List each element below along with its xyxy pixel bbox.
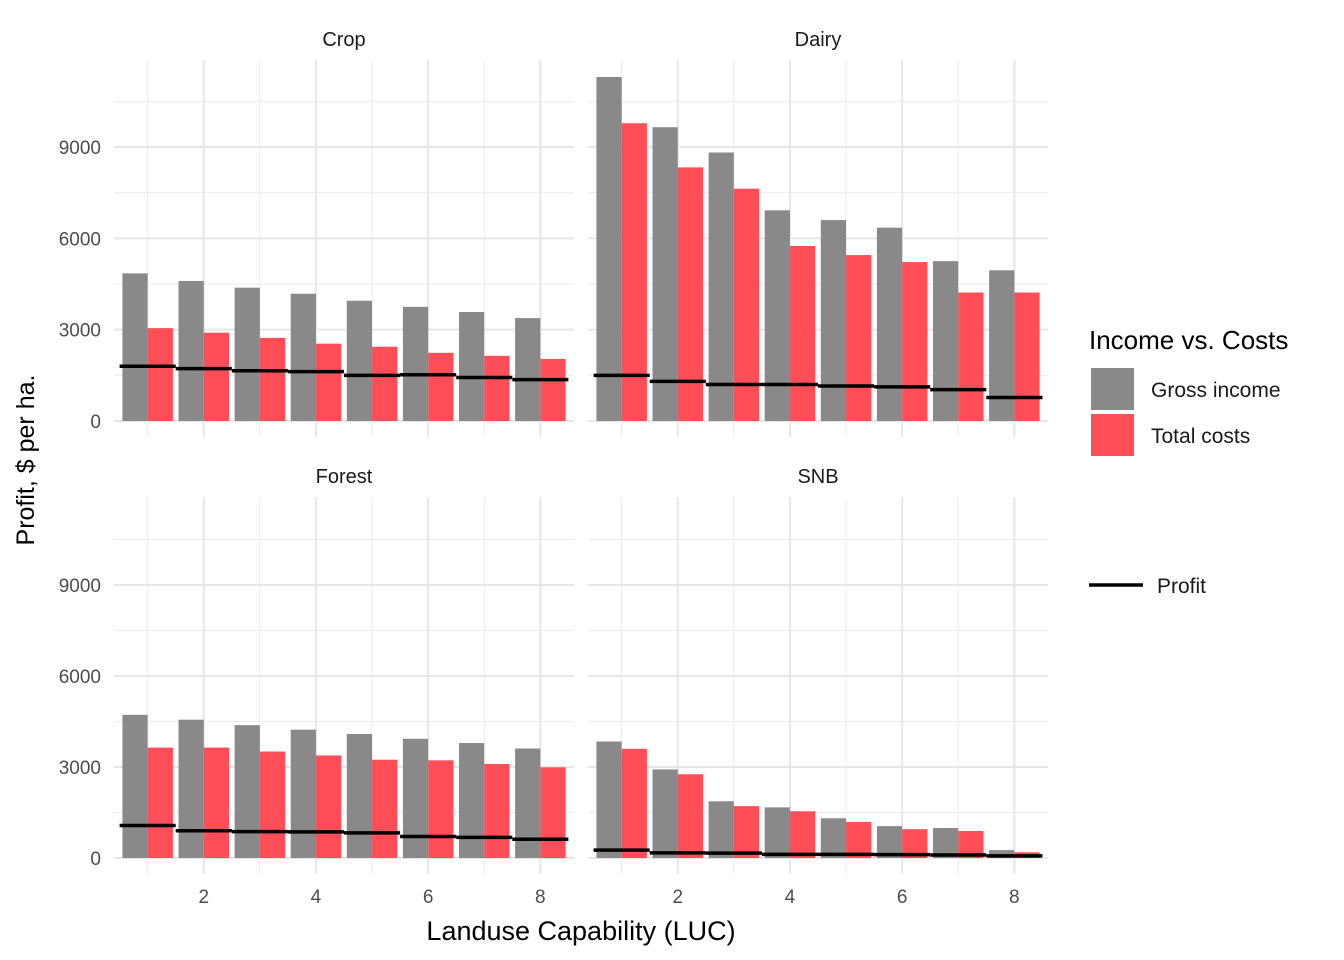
panel-title: Dairy <box>795 29 842 51</box>
y-tick-label: 0 <box>90 849 101 870</box>
bar-total-costs <box>203 332 229 421</box>
legend-label-total-costs: Total costs <box>1151 425 1250 448</box>
bar-gross-income <box>346 733 373 858</box>
bar-total-costs <box>484 763 510 858</box>
bar-gross-income <box>402 306 429 421</box>
bar-gross-income <box>122 273 148 421</box>
bar-gross-income <box>933 827 959 858</box>
bar-total-costs <box>428 352 454 421</box>
legend-label-profit: Profit <box>1157 575 1206 598</box>
bar-gross-income <box>764 210 790 421</box>
y-tick-label: 6000 <box>59 229 101 250</box>
y-tick-label: 0 <box>90 412 101 433</box>
panel-crop: Crop 0 3000 6000 9000 <box>59 29 574 437</box>
bar-gross-income <box>820 818 847 858</box>
bar-total-costs <box>259 337 286 421</box>
legend-swatch-total-costs <box>1091 414 1134 456</box>
bar-total-costs <box>372 346 398 421</box>
y-axis-title: Profit, $ per ha. <box>12 375 40 546</box>
y-tick-label: 9000 <box>59 576 101 597</box>
x-tick-label: 4 <box>785 887 796 908</box>
legend: Income vs. Costs Gross income Total cost… <box>1089 325 1288 598</box>
x-axis-title: Landuse Capability (LUC) <box>426 916 735 946</box>
y-tick-label: 3000 <box>59 321 101 342</box>
y-tick-label: 6000 <box>59 667 101 688</box>
y-tick-label: 9000 <box>59 138 101 159</box>
panel-title: SNB <box>797 466 838 488</box>
bar-total-costs <box>315 343 342 421</box>
x-tick-label: 4 <box>311 887 322 908</box>
panel-title: Crop <box>322 29 365 51</box>
x-tick-label: 6 <box>897 887 908 908</box>
bar-total-costs <box>372 759 398 858</box>
bar-total-costs <box>621 123 647 422</box>
legend-fill-title: Income vs. Costs <box>1089 325 1288 355</box>
bar-total-costs <box>733 188 760 421</box>
bar-total-costs <box>733 806 760 858</box>
bar-gross-income <box>122 714 148 858</box>
bar-total-costs <box>259 751 286 858</box>
bar-total-costs <box>203 747 229 858</box>
x-tick-label: 8 <box>535 887 546 908</box>
bar-gross-income <box>708 152 734 422</box>
bar-gross-income <box>515 748 541 858</box>
bar-total-costs <box>958 292 984 421</box>
bar-gross-income <box>402 738 429 858</box>
bar-gross-income <box>933 261 959 421</box>
x-tick-label: 6 <box>423 887 434 908</box>
bar-total-costs <box>147 328 173 421</box>
x-tick-label: 8 <box>1009 887 1020 908</box>
panel-snb: SNB 2 4 6 8 <box>588 466 1048 908</box>
panel-forest: Forest 0 3000 6000 9000 2 4 6 8 <box>59 466 574 908</box>
bar-total-costs <box>484 355 510 421</box>
bar-gross-income <box>652 127 678 421</box>
x-tick-label: 2 <box>672 887 683 908</box>
bar-total-costs <box>902 262 928 421</box>
bar-gross-income <box>290 729 316 858</box>
bar-total-costs <box>428 760 454 858</box>
panel-dairy: Dairy <box>588 29 1048 437</box>
legend-label-gross-income: Gross income <box>1151 379 1281 402</box>
bar-total-costs <box>621 748 647 858</box>
bar-total-costs <box>677 167 703 421</box>
bar-total-costs <box>789 811 816 858</box>
bar-gross-income <box>234 287 260 421</box>
bar-gross-income <box>708 801 734 858</box>
bar-gross-income <box>178 280 204 421</box>
bar-gross-income <box>596 76 622 421</box>
bar-gross-income <box>876 826 903 858</box>
bar-gross-income <box>346 300 373 421</box>
bar-gross-income <box>178 719 204 858</box>
panel-title: Forest <box>316 466 373 488</box>
bar-total-costs <box>147 747 173 858</box>
bar-gross-income <box>820 220 847 421</box>
bar-gross-income <box>652 769 678 858</box>
bar-gross-income <box>515 318 541 421</box>
bar-total-costs <box>846 255 872 421</box>
bar-total-costs <box>789 245 816 421</box>
bar-gross-income <box>459 743 485 858</box>
legend-swatch-gross-income <box>1091 368 1134 410</box>
bar-gross-income <box>596 741 622 858</box>
bar-gross-income <box>764 807 790 858</box>
bar-gross-income <box>234 725 260 858</box>
bar-total-costs <box>540 358 566 421</box>
bar-gross-income <box>989 850 1015 858</box>
bar-total-costs <box>315 755 342 858</box>
bar-gross-income <box>459 312 485 421</box>
bar-gross-income <box>876 227 903 421</box>
bar-total-costs <box>677 774 703 858</box>
x-tick-label: 2 <box>198 887 209 908</box>
bar-gross-income <box>290 293 316 421</box>
bar-total-costs <box>540 767 566 858</box>
panels-layer: Crop 0 3000 6000 9000 Dairy Forest 0 3000 6000 900… <box>59 29 1048 908</box>
y-tick-label: 3000 <box>59 758 101 779</box>
bar-total-costs <box>846 821 872 858</box>
bar-total-costs <box>1014 292 1040 421</box>
